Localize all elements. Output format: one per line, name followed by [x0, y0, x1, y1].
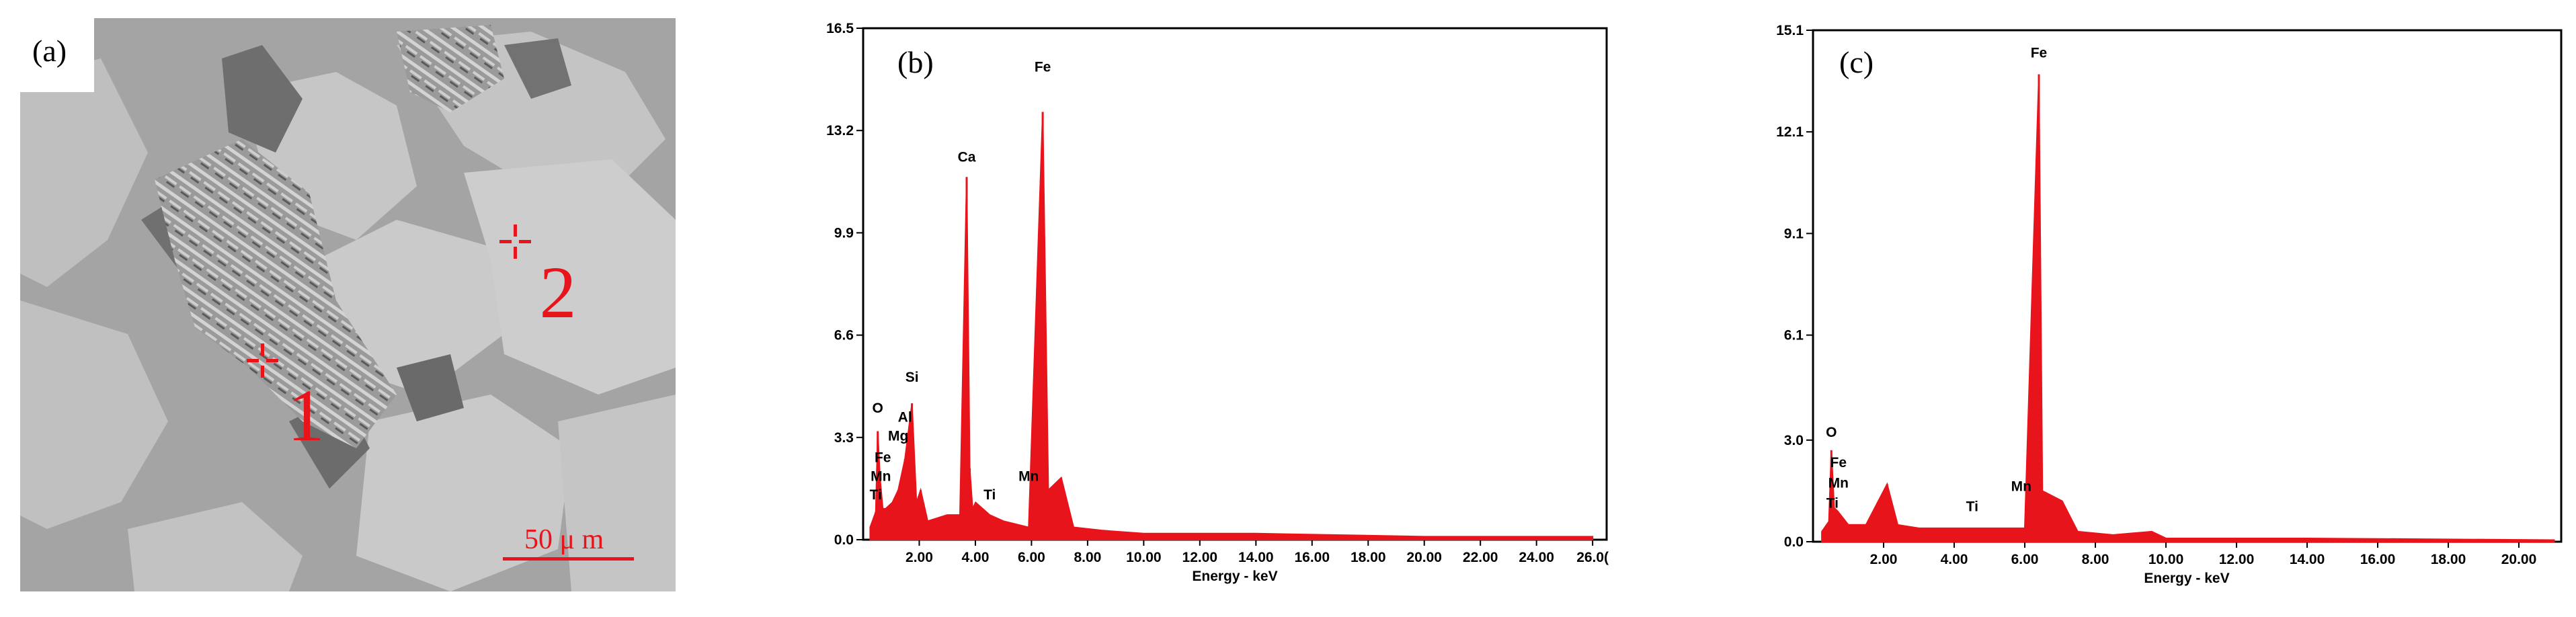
x-tick-label: 24.00: [1519, 550, 1554, 565]
x-tick-label: 4.00: [962, 550, 990, 565]
panel-b-label: (b): [897, 45, 934, 79]
x-tick-label: 4.00: [1941, 552, 1968, 567]
peak-label: Ti: [1826, 496, 1839, 511]
peak-label: Mn: [1018, 468, 1039, 484]
y-tick-label: 13.2: [826, 123, 854, 138]
x-tick-label: 20.00: [1406, 550, 1442, 565]
x-tick-label: 14.00: [2290, 552, 2325, 567]
measurement-marker-1: 1: [247, 343, 325, 456]
x-tick-label: 8.00: [1074, 550, 1101, 565]
peak-label: Ti: [870, 487, 882, 503]
peak-label: Ti: [1966, 499, 1978, 515]
spectrum-series-c: [1821, 74, 2555, 542]
x-tick-label: 10.00: [1126, 550, 1162, 565]
y-tick-label: 6.6: [834, 328, 854, 343]
eds-spectrum-b: (b) 16.5 13.2 9.9 6.6 3.3 0.0 2.00 4.00 6.00 8.0…: [826, 21, 1609, 584]
peak-label: Mg: [888, 428, 908, 444]
y-tick-label: 3.3: [834, 430, 854, 446]
panel-a-label-box: (a): [20, 18, 94, 92]
y-tick-label: 0.0: [1784, 534, 1804, 550]
x-tick-label: 12.00: [1182, 550, 1218, 565]
peak-label: Fe: [1035, 60, 1051, 75]
x-tick-label: 2.00: [1870, 552, 1898, 567]
peak-label: Mn: [1828, 475, 1849, 491]
y-tick-label: 0.0: [834, 532, 854, 548]
peak-label: Al: [898, 410, 912, 425]
peak-label: O: [873, 401, 883, 416]
peak-label: Fe: [875, 450, 891, 466]
peak-label: O: [1826, 425, 1837, 440]
y-tick-label: 3.0: [1784, 433, 1804, 448]
x-axis-ticks-b: 2.00 4.00 6.00 8.00 10.00 12.00 14.00 16.00 18.0…: [905, 540, 1609, 565]
micrograph-image: 50 μ m 1 2: [20, 18, 676, 591]
x-tick-label: 26.0(: [1576, 550, 1609, 565]
y-tick-label: 12.1: [1776, 124, 1804, 140]
spectrum-series-b: [869, 112, 1594, 540]
y-tick-label: 15.1: [1776, 23, 1804, 38]
peak-label: Fe: [2031, 45, 2048, 60]
scale-bar-label: 50 μ m: [524, 524, 604, 555]
peak-label: Si: [905, 370, 919, 385]
x-tick-label: 16.00: [1294, 550, 1330, 565]
y-tick-label: 16.5: [826, 21, 854, 36]
x-axis-label-b: Energy - keV: [1192, 569, 1277, 584]
panel-c-label: (c): [1839, 45, 1874, 79]
x-tick-label: 18.00: [1351, 550, 1386, 565]
x-tick-label: 2.00: [905, 550, 933, 565]
peak-label: Ti: [983, 487, 996, 503]
peak-label: Fe: [1830, 455, 1847, 470]
plot-frame-b: [862, 27, 1608, 541]
spectrum-area: [1821, 74, 2555, 542]
panel-a-label: (a): [32, 34, 67, 68]
x-tick-label: 18.00: [2431, 552, 2466, 567]
plot-frame-c: [1812, 29, 2563, 543]
x-tick-label: 14.00: [1238, 550, 1274, 565]
y-tick-label: 6.1: [1784, 328, 1804, 343]
y-tick-label: 9.1: [1784, 226, 1804, 241]
x-axis-label-c: Energy - keV: [2144, 571, 2229, 586]
x-tick-label: 10.00: [2148, 552, 2184, 567]
y-axis-ticks-b: 16.5 13.2 9.9 6.6 3.3 0.0: [826, 21, 863, 548]
peak-label: Ca: [958, 149, 976, 165]
spectrum-area: [869, 112, 1594, 540]
x-tick-label: 20.00: [2501, 552, 2537, 567]
x-tick-label: 22.00: [1463, 550, 1498, 565]
peak-labels-b: Fe Ca Si O Al Mg Fe Mn Ti Ti Mn: [870, 60, 1051, 503]
peak-label: Mn: [871, 468, 891, 484]
x-tick-label: 12.00: [2219, 552, 2255, 567]
y-tick-label: 9.9: [834, 225, 854, 241]
x-axis-ticks-c: 2.00 4.00 6.00 8.00 10.00 12.00 14.00 16.00 18.0…: [1870, 542, 2537, 567]
y-axis-ticks-c: 15.1 12.1 9.1 6.1 3.0 0.0: [1776, 23, 1813, 550]
micrograph-panel: 50 μ m 1 2 (a): [20, 18, 676, 591]
x-tick-label: 6.00: [1018, 550, 1045, 565]
x-tick-label: 16.00: [2360, 552, 2396, 567]
scale-bar-line: [503, 557, 634, 561]
peak-labels-c: Fe O Fe Mn Ti Ti Mn: [1826, 45, 2047, 514]
marker-2-label: 2: [540, 251, 577, 333]
peak-label: Mn: [2011, 479, 2031, 494]
x-tick-label: 6.00: [2011, 552, 2039, 567]
marker-1-label: 1: [288, 374, 325, 456]
measurement-marker-2: 2: [499, 224, 577, 333]
x-tick-label: 8.00: [2082, 552, 2109, 567]
eds-spectrum-c: (c) 15.1 12.1 9.1 6.1 3.0 0.0 2.00 4.00 6.00 8.0…: [1776, 23, 2563, 586]
